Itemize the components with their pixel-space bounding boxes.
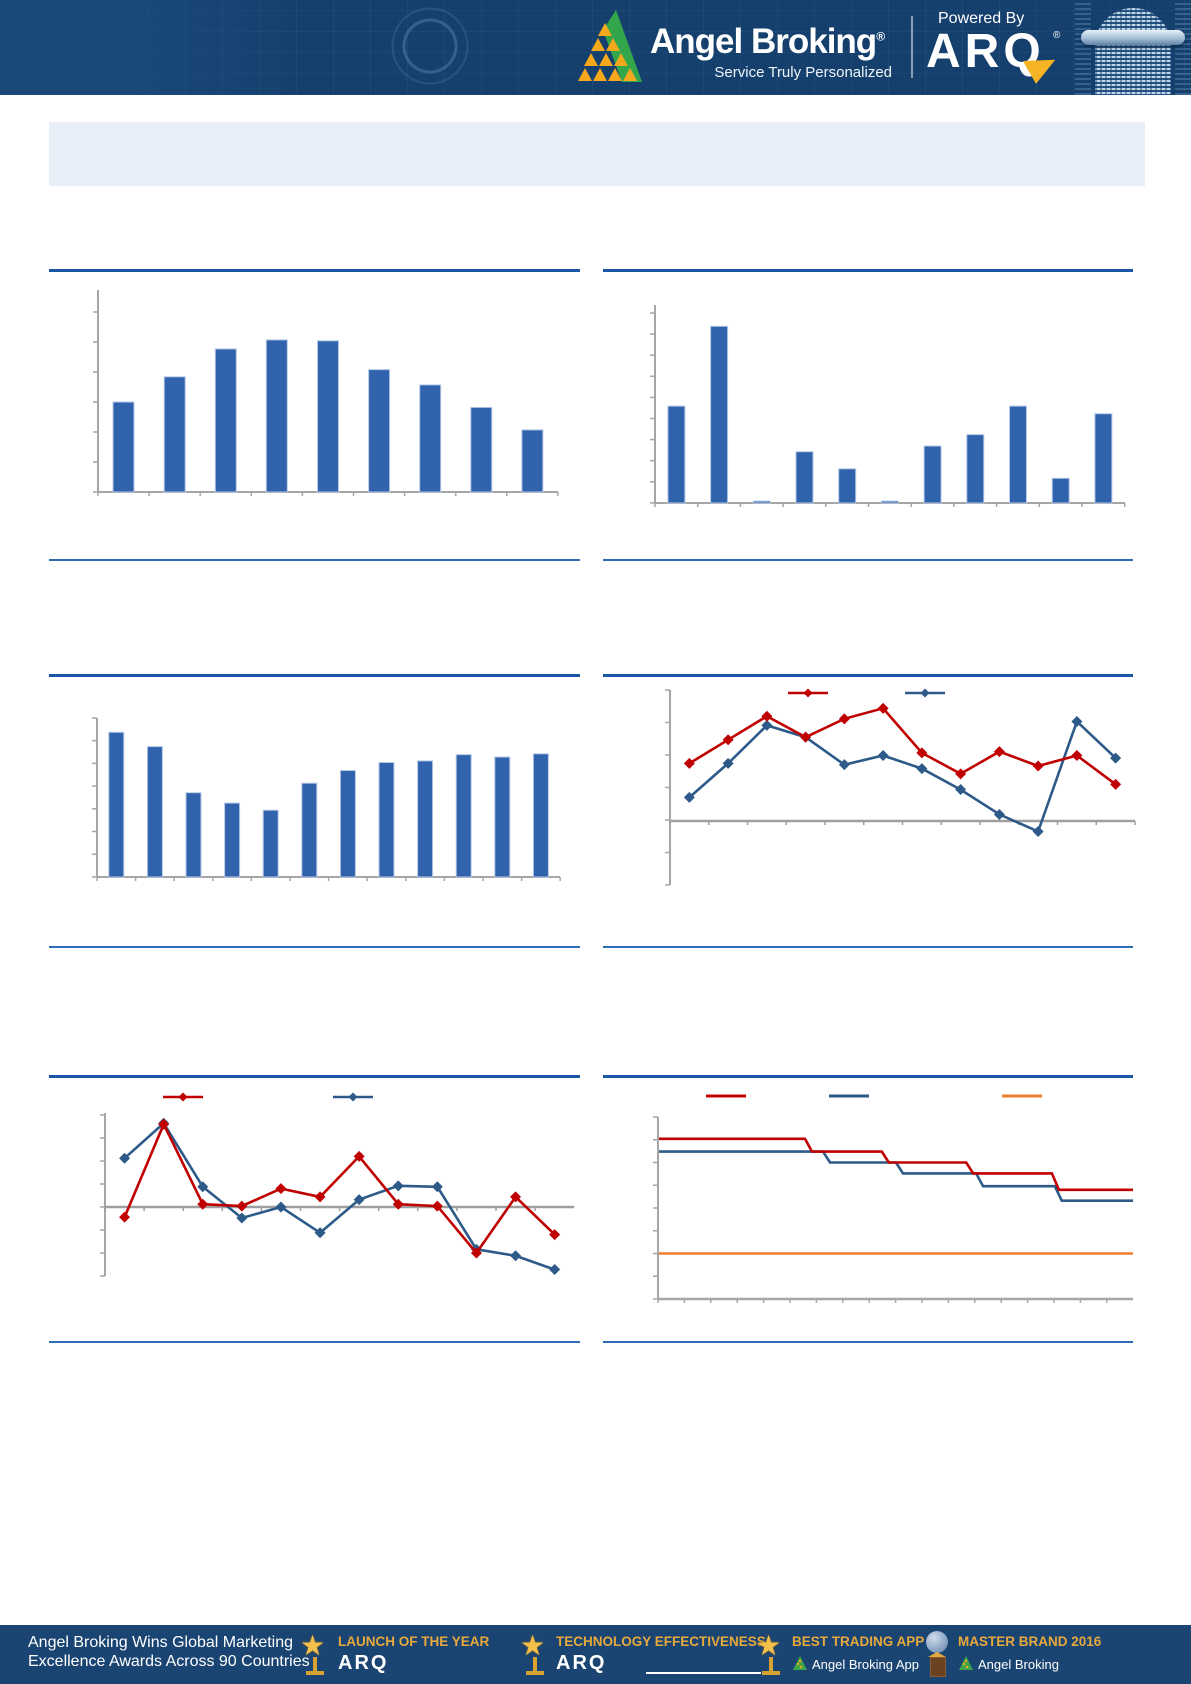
award-subtitle: Angel Broking App: [812, 1657, 919, 1672]
brand-tagline: Service Truly Personalized: [714, 64, 892, 81]
brand-name: Angel Broking®: [650, 22, 885, 61]
footer-headline: Angel Broking Wins Global Marketing Exce…: [28, 1633, 310, 1671]
angel-broking-mini-logo-icon: [793, 1656, 807, 1670]
chart-bar-middle-left: [92, 717, 561, 881]
section-divider: [603, 946, 1133, 948]
angel-broking-logo-icon: [578, 10, 642, 82]
digital-head-graphic: [1075, 0, 1191, 95]
award-title: BEST TRADING APP: [792, 1634, 925, 1649]
section-divider: [603, 269, 1133, 272]
award-subtitle: ARQ: [556, 1652, 607, 1674]
registered-mark: ®: [876, 29, 885, 44]
footer-headline-line1: Angel Broking Wins Global Marketing: [28, 1634, 294, 1651]
star-trophy-icon: ★: [756, 1630, 788, 1681]
footer-awards-bar: Angel Broking Wins Global Marketing Exce…: [0, 1625, 1191, 1684]
header-banner: Angel Broking® Service Truly Personalize…: [0, 0, 1191, 95]
chart-line-middle-right: [665, 688, 1136, 886]
section-divider: [49, 674, 580, 677]
award-title: MASTER BRAND 2016: [958, 1634, 1102, 1649]
section-divider: [603, 1341, 1133, 1343]
angel-broking-mini-logo-icon: [959, 1656, 973, 1670]
visor-icon: [1081, 30, 1185, 45]
award-title: LAUNCH OF THE YEAR: [338, 1634, 490, 1649]
chart-bar-top-right: [650, 305, 1126, 507]
powered-by-label: Powered By: [938, 10, 1025, 27]
chart-line-bottom-left: [100, 1092, 574, 1277]
section-divider: [603, 674, 1133, 677]
section-divider: [49, 946, 580, 948]
arq-logo: ARQ: [926, 25, 1045, 78]
chart-bar-top-left: [93, 290, 559, 496]
arq-registered-mark: ®: [1053, 30, 1061, 41]
section-divider: [49, 269, 580, 272]
star-trophy-icon: ★: [300, 1630, 332, 1681]
section-divider: [49, 559, 580, 561]
star-trophy-icon: ★: [520, 1630, 552, 1681]
section-divider: [49, 1341, 580, 1343]
award-subtitle: ARQ: [338, 1652, 389, 1674]
exhibit-banner: [49, 122, 1145, 186]
chart-step-bottom-right: [653, 1094, 1133, 1303]
footer-headline-line2: Excellence Awards Across 90 Countries: [28, 1653, 310, 1670]
section-divider: [603, 1075, 1133, 1078]
award-title: TECHNOLOGY EFFECTIVENESS: [556, 1634, 766, 1649]
section-divider: [49, 1075, 580, 1078]
header-divider: [911, 16, 913, 78]
award-subtitle: Angel Broking: [978, 1657, 1059, 1672]
award-underline: [646, 1672, 761, 1674]
globe-trophy-icon: [922, 1631, 954, 1681]
section-divider: [603, 559, 1133, 561]
